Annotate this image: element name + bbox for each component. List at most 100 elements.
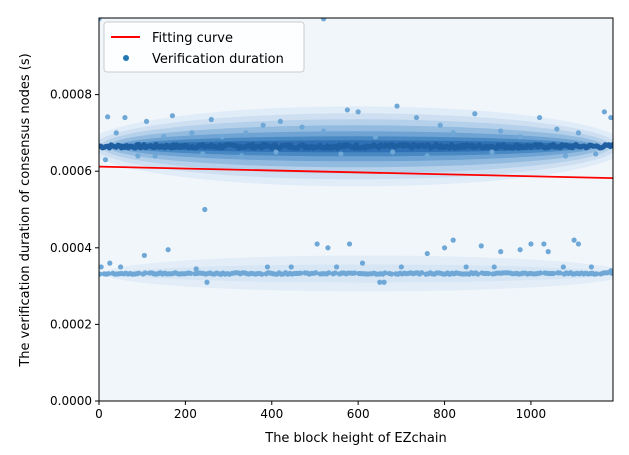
data-point bbox=[117, 264, 124, 270]
data-point bbox=[390, 149, 396, 155]
data-point bbox=[105, 114, 111, 120]
data-point bbox=[326, 270, 332, 276]
data-point bbox=[202, 206, 208, 213]
data-point bbox=[332, 270, 338, 276]
data-point bbox=[554, 126, 560, 132]
y-tick-label: 0.0008 bbox=[50, 88, 92, 102]
data-point bbox=[238, 153, 245, 159]
data-point bbox=[208, 116, 214, 123]
data-point bbox=[398, 264, 404, 270]
data-point bbox=[475, 271, 481, 277]
data-point bbox=[200, 151, 206, 157]
data-point bbox=[193, 266, 199, 272]
data-point bbox=[557, 270, 563, 276]
data-point bbox=[99, 264, 104, 270]
data-point bbox=[298, 270, 304, 276]
fitting-curve-layer bbox=[99, 165, 613, 179]
data-point bbox=[99, 271, 103, 277]
data-point bbox=[321, 128, 327, 134]
data-points bbox=[99, 18, 613, 285]
data-point bbox=[463, 264, 469, 270]
data-point bbox=[562, 153, 569, 159]
x-tick-label: 400 bbox=[260, 407, 283, 421]
data-point bbox=[135, 153, 141, 159]
data-point bbox=[219, 134, 225, 140]
data-point bbox=[528, 241, 534, 247]
data-point bbox=[550, 270, 556, 277]
data-point bbox=[346, 241, 353, 247]
data-point bbox=[608, 114, 613, 121]
data-point bbox=[142, 270, 148, 276]
data-point bbox=[333, 264, 340, 270]
y-axis-label: The verification duration of consensus n… bbox=[18, 53, 33, 367]
data-point bbox=[165, 247, 171, 253]
data-point bbox=[313, 270, 319, 276]
data-point bbox=[537, 270, 544, 276]
data-point bbox=[299, 124, 305, 130]
data-point bbox=[450, 130, 456, 136]
data-point bbox=[560, 264, 566, 270]
data-point bbox=[489, 149, 495, 155]
y-tick-label: 0.0000 bbox=[50, 394, 92, 408]
x-tick-label: 1000 bbox=[516, 407, 547, 421]
data-point bbox=[450, 237, 456, 243]
data-point bbox=[545, 249, 551, 255]
data-point bbox=[169, 113, 176, 119]
data-point bbox=[260, 122, 266, 128]
data-point bbox=[498, 249, 504, 255]
data-point bbox=[593, 151, 599, 157]
data-point bbox=[575, 241, 582, 247]
x-tick-label: 600 bbox=[347, 407, 370, 421]
x-tick-label: 0 bbox=[95, 407, 103, 421]
data-point bbox=[107, 260, 113, 266]
y-tick-label: 0.0004 bbox=[50, 241, 92, 255]
data-point bbox=[498, 128, 504, 134]
data-point bbox=[601, 109, 607, 115]
data-point bbox=[189, 130, 195, 136]
data-point bbox=[377, 279, 383, 285]
data-point bbox=[394, 103, 400, 109]
legend-fit-label: Fitting curve bbox=[152, 31, 233, 46]
data-point bbox=[486, 270, 492, 277]
fitting-curve bbox=[99, 165, 613, 179]
data-point bbox=[536, 114, 543, 121]
data-point bbox=[99, 18, 102, 22]
data-point bbox=[136, 270, 142, 276]
data-point bbox=[575, 130, 582, 136]
data-point bbox=[288, 264, 294, 270]
legend-box bbox=[103, 21, 305, 73]
data-point bbox=[314, 241, 320, 247]
x-tick-label: 800 bbox=[433, 407, 456, 421]
data-point bbox=[517, 247, 523, 253]
data-point bbox=[478, 243, 484, 249]
data-point bbox=[419, 270, 425, 276]
data-point bbox=[491, 264, 497, 270]
data-point bbox=[122, 114, 128, 121]
data-point bbox=[424, 153, 430, 159]
data-point bbox=[608, 268, 613, 274]
data-point bbox=[413, 114, 420, 121]
data-point bbox=[243, 130, 249, 136]
data-point bbox=[338, 151, 344, 157]
x-axis: 0 200 400 600 800 1000 bbox=[95, 401, 546, 421]
data-point bbox=[355, 109, 361, 115]
data-point bbox=[204, 279, 210, 285]
data-point bbox=[161, 134, 167, 140]
x-axis-label: The block height of EZchain bbox=[264, 431, 447, 446]
legend-dot-swatch bbox=[123, 55, 129, 61]
data-point bbox=[359, 260, 366, 266]
data-point bbox=[517, 134, 523, 140]
data-point bbox=[264, 264, 271, 270]
data-point bbox=[325, 245, 331, 251]
data-point bbox=[277, 118, 284, 125]
data-point bbox=[352, 270, 358, 276]
y-axis: 0.0000 0.0002 0.0004 0.0006 0.0008 bbox=[50, 88, 99, 408]
data-point bbox=[593, 271, 600, 277]
data-point bbox=[541, 241, 547, 247]
data-point bbox=[344, 107, 350, 113]
plot-area bbox=[99, 18, 613, 401]
data-point bbox=[571, 237, 577, 243]
data-point bbox=[588, 264, 595, 270]
data-point bbox=[472, 111, 478, 117]
data-point bbox=[141, 252, 147, 259]
